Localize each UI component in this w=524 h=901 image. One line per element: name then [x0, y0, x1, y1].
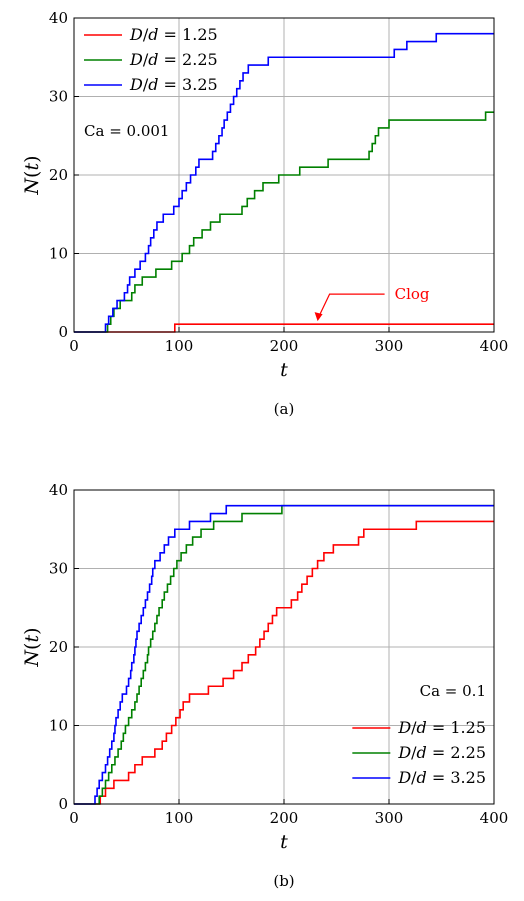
clog-arrow-head [314, 312, 323, 322]
x-tick-label: 400 [480, 337, 509, 355]
y-tick-label: 30 [49, 560, 68, 578]
y-tick-label: 20 [49, 638, 68, 656]
y-tick-label: 0 [58, 323, 68, 341]
panel-caption: (b) [273, 872, 294, 890]
clog-label: Clog [395, 285, 430, 303]
legend-label: D/d = 1.25 [129, 25, 218, 44]
legend: D/d = 1.25 D/d = 2.25 D/d = 3.25 [352, 718, 486, 787]
y-tick-label: 40 [49, 481, 68, 499]
legend-label: D/d = 3.25 [397, 768, 486, 787]
y-tick-label: 10 [49, 717, 68, 735]
legend-label: D/d = 2.25 [129, 50, 218, 69]
chart-panel-a: 0 100 200 300 400 0 10 20 30 40 t N(t) (a) D/d = 1.25… [21, 9, 508, 418]
capillary-number-label: Ca = 0.001 [84, 122, 169, 140]
clog-arrow [318, 293, 385, 318]
y-tick-label: 10 [49, 245, 68, 263]
y-tick-label: 20 [49, 166, 68, 184]
legend-label: D/d = 2.25 [397, 743, 486, 762]
chart-panel-b: 0 100 200 300 400 0 10 20 30 40 t N(t) (b) D/d = 1.25… [21, 481, 508, 890]
x-tick-label: 200 [270, 337, 299, 355]
y-tick-label: 40 [49, 9, 68, 27]
series-line-3 [74, 32, 494, 333]
y-axis-label: N(t) [21, 627, 43, 667]
x-tick-label: 0 [69, 809, 79, 827]
x-tick-label: 100 [165, 809, 194, 827]
legend-label: D/d = 3.25 [129, 75, 218, 94]
y-tick-label: 0 [58, 795, 68, 813]
x-axis-label: t [280, 359, 288, 381]
x-tick-label: 100 [165, 337, 194, 355]
y-axis-label: N(t) [21, 155, 43, 195]
series-line-1 [74, 520, 494, 805]
y-tick-label: 30 [49, 88, 68, 106]
x-tick-label: 300 [375, 337, 404, 355]
legend: D/d = 1.25 D/d = 2.25 D/d = 3.25 [84, 25, 218, 94]
x-tick-label: 300 [375, 809, 404, 827]
series-line-2 [74, 111, 494, 333]
panel-caption: (a) [274, 400, 295, 418]
series-line-3 [74, 504, 494, 805]
x-axis-label: t [280, 831, 288, 853]
x-tick-label: 0 [69, 337, 79, 355]
x-tick-label: 200 [270, 809, 299, 827]
legend-label: D/d = 1.25 [397, 718, 486, 737]
x-tick-label: 400 [480, 809, 509, 827]
series-line-2 [74, 504, 494, 805]
capillary-number-label: Ca = 0.1 [420, 682, 486, 700]
